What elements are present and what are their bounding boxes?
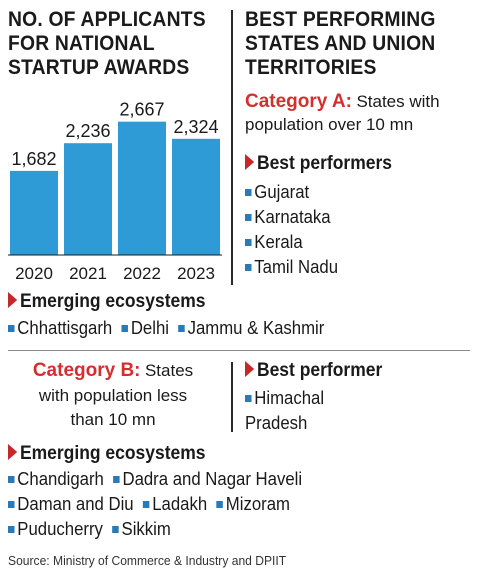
divider-vertical-bottom	[231, 362, 233, 432]
list-item-label: Mizoram	[225, 494, 290, 514]
list-row: Daman and Diu Ladakh Mizoram	[8, 492, 302, 517]
chart-title-line: STARTUP AWARDS	[8, 56, 190, 79]
states-title: BEST PERFORMING STATES AND UNION TERRITO…	[245, 8, 436, 80]
list-item-label: Karnataka	[254, 207, 331, 227]
chart-title: NO. OF APPLICANTS FOR NATIONAL STARTUP A…	[8, 8, 206, 80]
list-item-label: Delhi	[130, 318, 169, 338]
bar-2021	[64, 143, 112, 255]
emerging-a-heading-text: Emerging ecosystems	[19, 291, 206, 312]
category-b-label: Category B:	[32, 360, 141, 381]
bullet-square-icon	[245, 263, 252, 271]
bullet-square-icon	[8, 525, 15, 533]
list-item: Himachal	[245, 386, 324, 411]
x-tick-label: 2020	[15, 264, 53, 283]
red-triangle-icon	[245, 360, 255, 377]
emerging-a-list: Chhattisgarh Delhi Jammu & Kashmir	[8, 316, 324, 341]
chart-title-line: NO. OF APPLICANTS	[8, 8, 206, 31]
data-label: 1,682	[11, 149, 56, 169]
list-item-label: Kerala	[254, 232, 303, 252]
category-a-label: Category A:	[245, 91, 352, 112]
category-b-text: States	[144, 361, 194, 380]
emerging-b-heading-text: Emerging ecosystems	[19, 443, 206, 464]
list-item-label: Dadra and Nagar Haveli	[122, 469, 303, 489]
emerging-b-heading: Emerging ecosystems	[8, 443, 206, 465]
emerging-a-heading: Emerging ecosystems	[8, 291, 206, 313]
bar-2023	[172, 138, 220, 255]
bullet-square-icon	[8, 500, 15, 508]
bar-2020	[10, 170, 58, 255]
bar-2022	[118, 121, 166, 256]
best-performer-list: Himachal Pradesh	[245, 386, 330, 436]
bullet-square-icon	[245, 188, 252, 196]
list-item: Gujarat	[245, 180, 338, 205]
bullet-square-icon	[142, 500, 150, 508]
data-label: 2,236	[65, 121, 110, 141]
data-label: 2,324	[173, 117, 218, 137]
list-item-label: Chandigarh	[17, 469, 104, 489]
list-item-label: Ladakh	[152, 494, 208, 514]
list-item-continued: Pradesh	[245, 413, 308, 433]
best-performer-heading-text: Best performer	[256, 360, 383, 381]
list-item: Tamil Nadu	[245, 255, 338, 280]
states-title-line: TERRITORIES	[245, 56, 377, 79]
bullet-square-icon	[245, 213, 252, 221]
data-label: 2,667	[119, 100, 164, 120]
divider-vertical-top	[231, 10, 233, 285]
category-a: Category A: States with population over …	[245, 91, 440, 136]
list-item-label: Sikkim	[121, 519, 171, 539]
list-item-label: Chhattisgarh	[17, 318, 113, 338]
x-tick-label: 2021	[69, 264, 107, 283]
bullet-square-icon	[8, 475, 15, 483]
bullet-square-icon	[113, 475, 120, 483]
bullet-square-icon	[216, 500, 223, 508]
list-item-label: Puducherry	[17, 519, 103, 539]
red-triangle-icon	[8, 443, 18, 460]
list-row: Chandigarh Dadra and Nagar Haveli	[8, 467, 302, 492]
bullet-square-icon	[245, 238, 252, 246]
bullet-square-icon	[121, 324, 129, 332]
list-item-label: Tamil Nadu	[254, 257, 339, 277]
x-tick-label: 2023	[177, 264, 215, 283]
category-a-text: States with	[356, 92, 440, 111]
divider-horizontal	[8, 350, 470, 351]
list-item-label: Gujarat	[254, 182, 310, 202]
category-a-text: population over 10 mn	[245, 115, 414, 134]
states-title-line: BEST PERFORMING	[245, 8, 436, 31]
list-row: Puducherry Sikkim	[8, 517, 302, 542]
applicants-bar-chart: 1,682 2020 2,236 2021 2,667 2022 2,324 2023	[8, 100, 222, 283]
red-triangle-icon	[8, 291, 18, 308]
category-b: Category B: States with population less …	[8, 359, 218, 432]
source-note: Source: Ministry of Commerce & Industry …	[8, 553, 287, 568]
category-b-text: than 10 mn	[70, 410, 156, 429]
best-performer-heading: Best performer	[245, 360, 382, 382]
chart-title-line: FOR NATIONAL	[8, 32, 155, 55]
best-performers-heading: Best performers	[245, 153, 392, 175]
bullet-square-icon	[112, 525, 119, 533]
states-title-line: STATES AND UNION	[245, 32, 436, 55]
list-item-label: Himachal	[254, 388, 325, 408]
best-performers-heading-text: Best performers	[256, 153, 392, 174]
bullet-square-icon	[245, 394, 252, 402]
list-item: Karnataka	[245, 205, 338, 230]
list-item: Kerala	[245, 230, 338, 255]
list-item-label: Jammu & Kashmir	[187, 318, 325, 338]
bullet-square-icon	[178, 324, 185, 332]
red-triangle-icon	[245, 153, 255, 170]
emerging-b-list: Chandigarh Dadra and Nagar Haveli Daman …	[8, 467, 324, 542]
bullet-square-icon	[8, 324, 15, 332]
list-item-label: Daman and Diu	[17, 494, 134, 514]
best-performers-list: Gujarat Karnataka Kerala Tamil Nadu	[245, 180, 345, 280]
x-tick-label: 2022	[123, 264, 161, 283]
category-b-text: with population less	[38, 386, 188, 405]
